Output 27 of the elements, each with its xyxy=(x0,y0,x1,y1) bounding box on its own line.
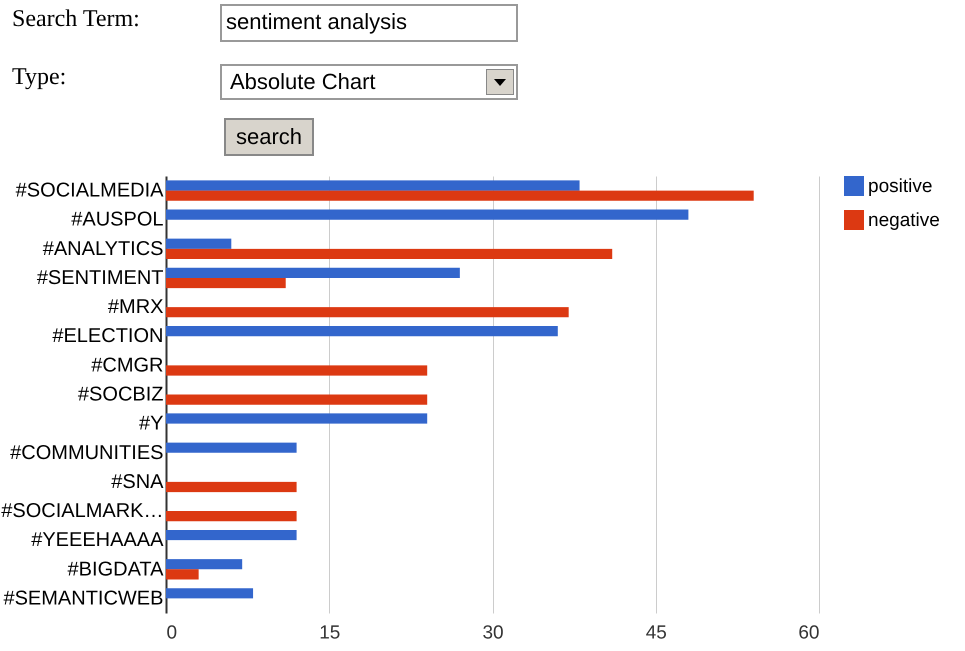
y-tick-label: #SOCIALMARK… xyxy=(1,500,164,522)
text: Type: xyxy=(12,64,66,91)
y-tick-label: #ELECTION xyxy=(52,325,164,348)
text: Search Term: xyxy=(12,6,140,33)
y-tick-label: #SEMANTICWEB xyxy=(3,587,164,610)
legend-label: positive xyxy=(868,176,932,197)
x-tick-label: 0 xyxy=(166,622,178,644)
y-tick-label: #BIGDATA xyxy=(68,558,164,580)
x-tick-label: 30 xyxy=(482,622,504,644)
y-tick-label: #MRX xyxy=(108,296,164,318)
y-tick-label: #SENTIMENT xyxy=(36,266,164,289)
y-tick-label: #SOCIALMEDIA xyxy=(16,180,164,202)
y-tick-label: #Y xyxy=(139,412,164,435)
dropdown: Absolute Chart xyxy=(220,64,518,100)
x-tick-label: 60 xyxy=(798,622,820,644)
y-tick-label: #SNA xyxy=(111,470,164,493)
button: search xyxy=(224,118,314,156)
y-tick-label: #ANALYTICS xyxy=(42,238,164,260)
y-tick-label: #AUSPOL xyxy=(71,208,164,231)
y-tick-label: #YEEEHAAAA xyxy=(31,529,164,552)
y-tick-label: #COMMUNITIES xyxy=(10,442,164,464)
y-tick-label: #CMGR xyxy=(91,354,164,376)
y-tick-label: #SOCBIZ xyxy=(78,384,164,406)
x-tick-label: 45 xyxy=(646,622,667,644)
x-tick-label: 15 xyxy=(319,622,340,644)
text-field: sentiment analysis xyxy=(220,4,518,42)
legend-label: negative xyxy=(868,210,940,231)
